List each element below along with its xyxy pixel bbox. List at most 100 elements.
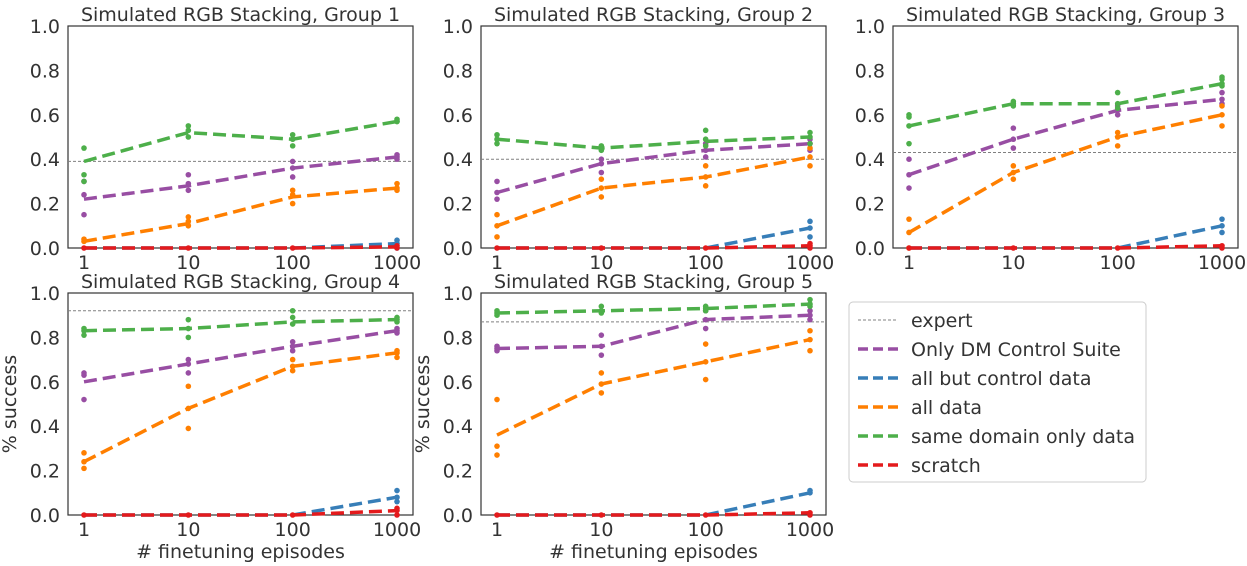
data-point bbox=[807, 218, 813, 225]
data-point bbox=[81, 145, 87, 151]
y-axis-label: % success bbox=[0, 355, 21, 453]
x-tick-label: 1000 bbox=[373, 252, 421, 274]
series-same-domain-only-data bbox=[494, 296, 813, 319]
series-line bbox=[497, 244, 811, 250]
data-point bbox=[598, 303, 605, 310]
series-same-domain-only-data bbox=[81, 307, 400, 341]
y-tick-label: 0.6 bbox=[30, 105, 60, 127]
data-point bbox=[598, 194, 605, 200]
data-point bbox=[185, 370, 192, 376]
data-point bbox=[394, 180, 400, 187]
legend-label: same domain only data bbox=[911, 426, 1135, 448]
data-point bbox=[1010, 145, 1017, 151]
data-point bbox=[185, 171, 192, 178]
axes-frame bbox=[892, 25, 1239, 249]
series-line bbox=[497, 226, 811, 250]
data-point bbox=[185, 316, 192, 323]
x-tick-label: 1 bbox=[78, 252, 90, 274]
series-line bbox=[84, 508, 398, 517]
series-only-dm-control-suite bbox=[81, 325, 400, 403]
data-point bbox=[289, 174, 296, 180]
series-same-domain-only-data bbox=[81, 116, 400, 185]
series-line bbox=[496, 141, 811, 195]
x-tick-label: 100 bbox=[1100, 252, 1136, 274]
y-tick-label: 1.0 bbox=[30, 16, 60, 38]
data-point bbox=[906, 185, 912, 191]
series-line bbox=[496, 135, 811, 150]
y-tick-label: 0.4 bbox=[30, 416, 60, 438]
x-tick-label: 10 bbox=[176, 252, 200, 274]
y-tick-label: 0.2 bbox=[30, 461, 60, 483]
data-point bbox=[598, 390, 605, 396]
data-point bbox=[289, 339, 296, 345]
data-point bbox=[494, 131, 500, 138]
data-point bbox=[807, 154, 813, 160]
series-all-data bbox=[81, 180, 400, 245]
data-point bbox=[394, 237, 400, 244]
data-point bbox=[81, 370, 87, 376]
x-tick-label: 1000 bbox=[1198, 252, 1246, 274]
chart-panel-3: 0.0 0.2 0.4 0.6 0.8 1.0 1 10 100 1000 Simulated RG… bbox=[855, 4, 1246, 274]
series-line bbox=[908, 97, 1223, 177]
data-point bbox=[289, 143, 296, 149]
data-point bbox=[598, 352, 605, 358]
axes-frame bbox=[480, 292, 827, 516]
data-point bbox=[1010, 176, 1017, 182]
data-point bbox=[494, 178, 500, 185]
legend-label: Only DM Control Suite bbox=[911, 339, 1121, 361]
data-point bbox=[598, 176, 605, 182]
y-axis-label: % success bbox=[412, 355, 434, 453]
data-point bbox=[1010, 125, 1017, 131]
y-tick-label: 0.8 bbox=[855, 60, 885, 82]
data-point bbox=[702, 127, 709, 134]
series-scratch bbox=[494, 240, 813, 251]
data-point bbox=[289, 131, 296, 138]
data-point bbox=[1010, 163, 1017, 169]
y-tick-label: 0.8 bbox=[30, 327, 60, 349]
data-point bbox=[807, 163, 813, 169]
data-point bbox=[702, 154, 709, 160]
x-tick-label: 10 bbox=[1001, 252, 1025, 274]
data-point bbox=[598, 332, 605, 338]
data-point bbox=[807, 307, 813, 314]
y-tick-label: 0.2 bbox=[443, 194, 473, 216]
data-point bbox=[185, 383, 192, 390]
data-point bbox=[598, 169, 605, 176]
legend-label: expert bbox=[911, 310, 973, 332]
series-line bbox=[83, 186, 398, 244]
y-tick-label: 0.4 bbox=[855, 149, 885, 171]
y-tick-label: 0.0 bbox=[30, 238, 60, 260]
data-point bbox=[807, 296, 813, 303]
y-tick-label: 0.0 bbox=[30, 505, 60, 527]
series-line bbox=[908, 113, 1223, 235]
series-line bbox=[83, 317, 398, 333]
y-tick-label: 0.2 bbox=[855, 194, 885, 216]
data-point bbox=[598, 370, 605, 376]
data-point bbox=[702, 183, 709, 189]
chart-title: Simulated RGB Stacking, Group 5 bbox=[494, 271, 813, 293]
y-tick-label: 0.8 bbox=[30, 60, 60, 82]
series-line bbox=[84, 245, 398, 250]
series-scratch bbox=[494, 509, 813, 518]
data-point bbox=[1114, 143, 1121, 149]
data-point bbox=[81, 332, 87, 338]
data-point bbox=[289, 347, 296, 354]
data-point bbox=[702, 143, 709, 149]
data-point bbox=[81, 396, 87, 403]
x-tick-label: 1 bbox=[491, 252, 503, 274]
legend-label: all data bbox=[911, 397, 982, 419]
data-point bbox=[394, 512, 400, 518]
data-point bbox=[289, 187, 296, 194]
series-line bbox=[83, 155, 398, 201]
series-scratch bbox=[906, 242, 1225, 251]
data-point bbox=[185, 134, 192, 140]
series-all-data bbox=[81, 347, 400, 472]
legend: expert Only DM Control Suite all but contr… bbox=[848, 301, 1147, 483]
chart-title: Simulated RGB Stacking, Group 2 bbox=[494, 4, 813, 26]
chart-title: Simulated RGB Stacking, Group 3 bbox=[906, 4, 1225, 26]
data-point bbox=[906, 216, 912, 222]
x-tick-label: 1 bbox=[491, 519, 503, 541]
y-tick-label: 0.8 bbox=[443, 60, 473, 82]
data-point bbox=[906, 140, 912, 147]
y-tick-label: 0.6 bbox=[855, 105, 885, 127]
